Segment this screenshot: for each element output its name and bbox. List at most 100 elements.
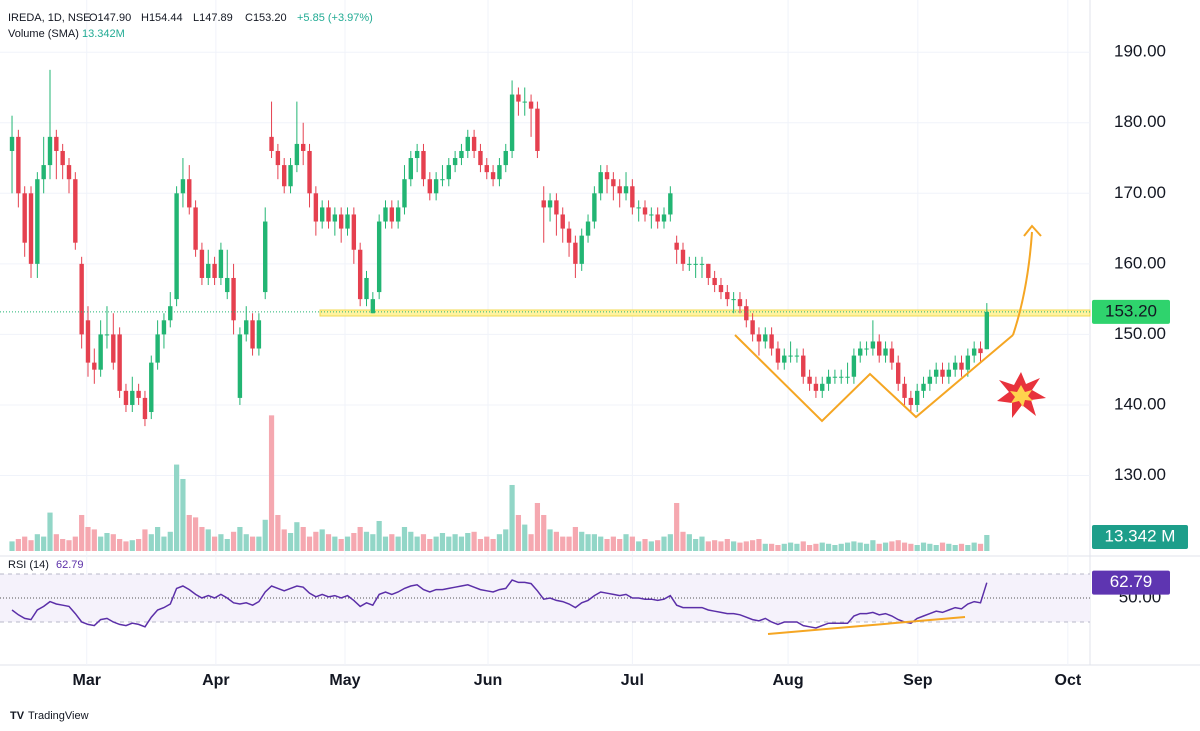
- x-tick-label: Apr: [202, 672, 230, 689]
- volume-bar: [547, 529, 553, 551]
- candle-body: [769, 334, 774, 349]
- x-tick-label: Mar: [72, 672, 100, 689]
- candle-body: [376, 221, 382, 293]
- candle-body: [927, 376, 933, 384]
- volume-bar: [825, 543, 832, 551]
- volume-bar: [781, 543, 787, 551]
- volume-bar: [667, 534, 673, 551]
- candle-body: [547, 200, 553, 208]
- candle-body: [522, 101, 527, 103]
- volume-bar: [629, 536, 635, 551]
- volume-bar: [357, 526, 363, 551]
- volume-bar: [566, 536, 572, 551]
- double-bottom-drawing: [734, 334, 1014, 423]
- volume-bar: [104, 532, 110, 551]
- candle-body: [611, 179, 616, 187]
- volume-bar: [477, 538, 484, 551]
- candle-body: [604, 172, 610, 180]
- volume-bar: [718, 541, 724, 551]
- candle-body: [984, 311, 990, 350]
- volume-bar: [338, 538, 344, 551]
- candle-body: [687, 263, 692, 265]
- volume-bar: [813, 543, 819, 551]
- candle-body: [579, 235, 584, 264]
- volume-bar: [655, 540, 661, 551]
- volume-bar: [427, 538, 433, 551]
- volume-bar: [72, 536, 78, 551]
- candle-body: [16, 136, 21, 194]
- candle-body: [933, 369, 939, 377]
- burst-icon-core: [1010, 385, 1033, 407]
- candle-body: [338, 214, 344, 229]
- candle-body: [516, 94, 521, 102]
- volume-bar: [218, 534, 224, 551]
- volume-bar: [800, 541, 806, 551]
- volume-bar: [117, 538, 123, 551]
- candle-body: [471, 136, 477, 151]
- candle-body: [908, 397, 914, 405]
- candle-body: [845, 376, 850, 378]
- candle-body: [813, 383, 819, 391]
- volume-bar: [370, 534, 376, 551]
- volume-bar: [465, 532, 471, 551]
- volume-bar: [857, 542, 863, 551]
- volume-bar: [534, 502, 541, 551]
- candle-body: [744, 306, 749, 321]
- volume-bar: [351, 532, 357, 551]
- volume-bar: [693, 538, 699, 551]
- volume-bar: [319, 529, 325, 551]
- volume-bar: [446, 536, 452, 551]
- candle-body: [269, 136, 274, 151]
- candle-body: [123, 390, 129, 405]
- volume-bar: [60, 538, 66, 551]
- volume-bar: [762, 543, 768, 551]
- candle-body: [142, 397, 148, 420]
- change-label: +5.85 (+3.97%): [297, 12, 373, 24]
- volume-bar: [161, 536, 167, 551]
- candle-body: [623, 186, 629, 194]
- candle-body: [212, 263, 217, 278]
- candle-body: [180, 179, 186, 194]
- candle-body: [858, 348, 863, 356]
- candle-body: [218, 249, 224, 278]
- candle-body: [617, 186, 622, 194]
- candle-body: [573, 242, 578, 264]
- candle-body: [402, 179, 407, 208]
- volume-bar: [572, 526, 578, 551]
- candle-body: [117, 334, 122, 391]
- volume-bar: [262, 519, 268, 551]
- volume-bar: [41, 536, 47, 551]
- volume-bar: [933, 544, 939, 551]
- candle-body: [28, 193, 34, 264]
- candle-body: [300, 143, 306, 151]
- candle-body: [187, 179, 192, 208]
- volume-bar: [939, 542, 946, 551]
- resistance-zone: [319, 309, 1091, 317]
- candle-body: [750, 320, 755, 335]
- volume-bar: [958, 543, 965, 551]
- x-tick-label: Aug: [773, 672, 804, 689]
- candle-body: [788, 355, 793, 357]
- volume-bar: [585, 534, 591, 551]
- grid: [0, 0, 1090, 665]
- candle-body: [263, 221, 268, 293]
- volume-bar: [699, 536, 705, 551]
- volume-bar: [914, 544, 920, 551]
- volume-bar: [243, 534, 249, 551]
- volume-bar: [249, 536, 256, 551]
- volume-bar: [838, 543, 844, 551]
- x-tick-label: Sep: [903, 672, 933, 689]
- volume-bar: [439, 532, 446, 551]
- volume-bar: [617, 538, 623, 551]
- volume-bar: [503, 529, 509, 551]
- volume-bar: [819, 542, 825, 551]
- y-tick-label: 180.00: [1114, 112, 1166, 131]
- volume-bar: [414, 536, 420, 551]
- rsi-value: 62.79: [56, 559, 84, 571]
- candle-body: [592, 193, 597, 222]
- volume-name: Volume (SMA): [8, 28, 79, 40]
- candle-body: [946, 369, 952, 377]
- volume-bar: [598, 536, 604, 551]
- candle-body: [288, 165, 293, 187]
